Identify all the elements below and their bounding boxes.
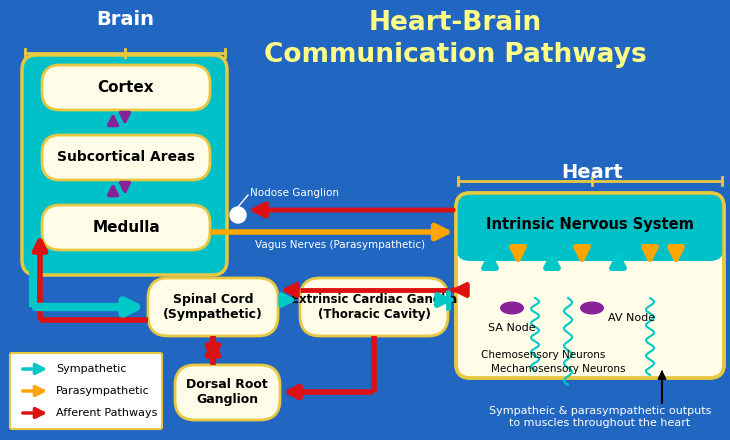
Text: Medulla: Medulla <box>92 220 160 235</box>
FancyBboxPatch shape <box>42 135 210 180</box>
Circle shape <box>230 207 246 223</box>
Text: Cortex: Cortex <box>98 80 154 95</box>
Text: Heart: Heart <box>561 163 623 182</box>
FancyBboxPatch shape <box>456 193 724 378</box>
FancyBboxPatch shape <box>300 278 448 336</box>
FancyBboxPatch shape <box>456 193 724 261</box>
Text: Vagus Nerves (Parasympathetic): Vagus Nerves (Parasympathetic) <box>255 240 425 250</box>
FancyBboxPatch shape <box>175 365 280 420</box>
Text: Heart-Brain
Communication Pathways: Heart-Brain Communication Pathways <box>264 10 646 68</box>
FancyBboxPatch shape <box>148 278 278 336</box>
FancyBboxPatch shape <box>42 205 210 250</box>
Text: AV Node: AV Node <box>608 313 655 323</box>
Text: Subcortical Areas: Subcortical Areas <box>57 150 195 164</box>
Text: Brain: Brain <box>96 10 154 29</box>
Text: Dorsal Root
Ganglion: Dorsal Root Ganglion <box>186 378 268 406</box>
Ellipse shape <box>500 301 524 315</box>
Text: Chemosensory Neurons: Chemosensory Neurons <box>481 350 605 360</box>
Text: Parasympathetic: Parasympathetic <box>56 386 150 396</box>
Text: Sympathetic: Sympathetic <box>56 364 126 374</box>
Text: Spinal Cord
(Sympathetic): Spinal Cord (Sympathetic) <box>163 293 263 321</box>
Text: Afferent Pathways: Afferent Pathways <box>56 408 158 418</box>
FancyBboxPatch shape <box>42 65 210 110</box>
FancyBboxPatch shape <box>22 55 227 275</box>
Text: Nodose Ganglion: Nodose Ganglion <box>250 188 339 198</box>
Text: Intrinsic Nervous System: Intrinsic Nervous System <box>486 217 694 232</box>
Text: Extrinsic Cardiac Ganglia
(Thoracic Cavity): Extrinsic Cardiac Ganglia (Thoracic Cavi… <box>291 293 457 321</box>
FancyBboxPatch shape <box>10 353 162 429</box>
Text: SA Node: SA Node <box>488 323 536 333</box>
Text: Sympatheic & parasympathetic outputs
to muscles throughout the heart: Sympatheic & parasympathetic outputs to … <box>489 406 711 428</box>
Ellipse shape <box>580 301 604 315</box>
Text: Mechanosensory Neurons: Mechanosensory Neurons <box>491 364 626 374</box>
